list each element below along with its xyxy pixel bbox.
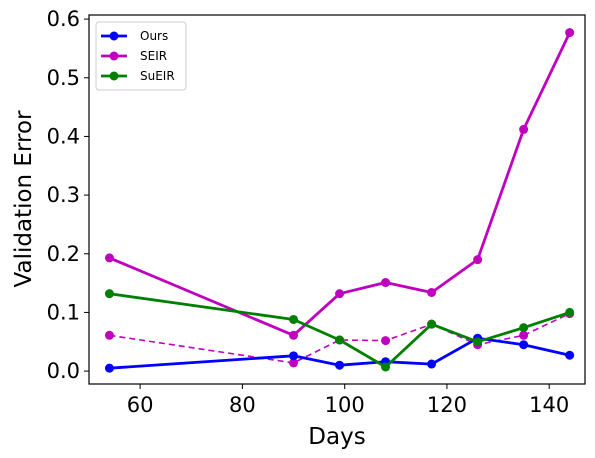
legend-items: Ours SEIR SuEIR <box>101 29 175 83</box>
legend-label: SuEIR <box>140 69 175 83</box>
y-tick-label: 0.1 <box>47 300 80 324</box>
x-tick-label: 140 <box>529 393 569 417</box>
data-point <box>335 335 345 345</box>
legend-marker <box>109 31 119 41</box>
series-line <box>109 292 571 369</box>
y-tick-label: 0.3 <box>47 183 80 207</box>
data-point <box>519 323 529 333</box>
series-seir <box>104 28 575 340</box>
data-point <box>289 351 299 361</box>
y-tick-label: 0.6 <box>47 7 80 31</box>
legend-label: SEIR <box>140 49 167 63</box>
data-point <box>381 336 391 346</box>
legend-marker <box>109 71 119 81</box>
y-axis-ticks: 0.0 0.1 0.2 0.3 0.4 0.5 0.6 <box>47 7 89 383</box>
data-point <box>335 360 345 370</box>
y-tick-label: 0.4 <box>47 124 80 148</box>
data-point <box>381 362 391 372</box>
x-tick-label: 100 <box>325 393 365 417</box>
data-point <box>335 289 345 299</box>
y-tick-label: 0.0 <box>47 359 80 383</box>
data-point <box>427 287 437 297</box>
series-ours <box>104 333 575 373</box>
legend-marker <box>109 51 119 61</box>
x-axis-label: Days <box>308 424 365 450</box>
series-line <box>109 336 571 370</box>
data-point <box>104 330 114 340</box>
data-point <box>289 330 299 340</box>
data-point <box>427 359 437 369</box>
data-point <box>565 28 575 38</box>
data-point <box>289 358 299 368</box>
legend-label: Ours <box>140 29 168 43</box>
series-line <box>109 312 571 364</box>
data-point <box>565 350 575 360</box>
data-point <box>104 253 114 263</box>
data-point <box>381 278 391 288</box>
y-axis-label: Validation Error <box>11 110 37 287</box>
series-layer <box>104 28 575 373</box>
series-line <box>108 31 571 337</box>
data-point <box>104 289 114 299</box>
data-point <box>519 340 529 350</box>
legend: Ours SEIR SuEIR <box>95 21 187 91</box>
plot-frame <box>88 14 586 385</box>
x-tick-label: 80 <box>229 393 256 417</box>
x-axis-ticks: 60 80 100 120 140 <box>127 384 569 417</box>
data-point <box>565 307 575 317</box>
data-point <box>519 124 529 134</box>
data-point <box>519 330 529 340</box>
data-point <box>473 337 483 347</box>
data-point <box>104 363 114 373</box>
data-point <box>289 314 299 324</box>
y-tick-label: 0.2 <box>47 242 80 266</box>
series-sueir <box>104 289 575 372</box>
x-tick-label: 120 <box>427 393 467 417</box>
data-point <box>473 255 483 265</box>
data-point <box>427 319 437 329</box>
y-tick-label: 0.5 <box>47 66 80 90</box>
legend-box <box>95 21 187 91</box>
x-tick-label: 60 <box>127 393 154 417</box>
